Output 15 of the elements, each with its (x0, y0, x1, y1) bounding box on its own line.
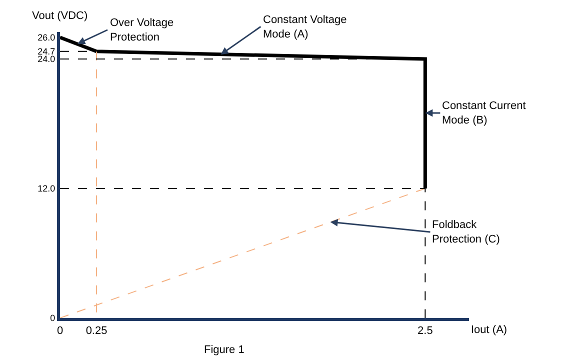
y-tick-label: 0 (50, 313, 56, 324)
x-tick-label: 0 (56, 325, 64, 338)
y-tick-label: 26.0 (38, 32, 56, 43)
annotation: Constant Current Mode (B) (442, 100, 526, 126)
x-axis-title: Iout (A) (471, 324, 508, 336)
x-tick-label: 2.5 (418, 325, 433, 338)
y-axis-title: Vout (VDC) (32, 10, 88, 22)
caption: Figure 1 (204, 344, 244, 356)
x-tick-label: 0.25 (86, 325, 108, 338)
annotation: Constant Voltage Mode (A) (263, 14, 347, 40)
y-tick-label: 24.0 (38, 54, 56, 64)
y-tick-label: 24.7 (38, 46, 56, 57)
annotation: Over Voltage Protection (110, 17, 174, 44)
y-tick-label: 12.0 (38, 184, 56, 194)
annotation: Foldback Protection (C) (432, 219, 500, 246)
